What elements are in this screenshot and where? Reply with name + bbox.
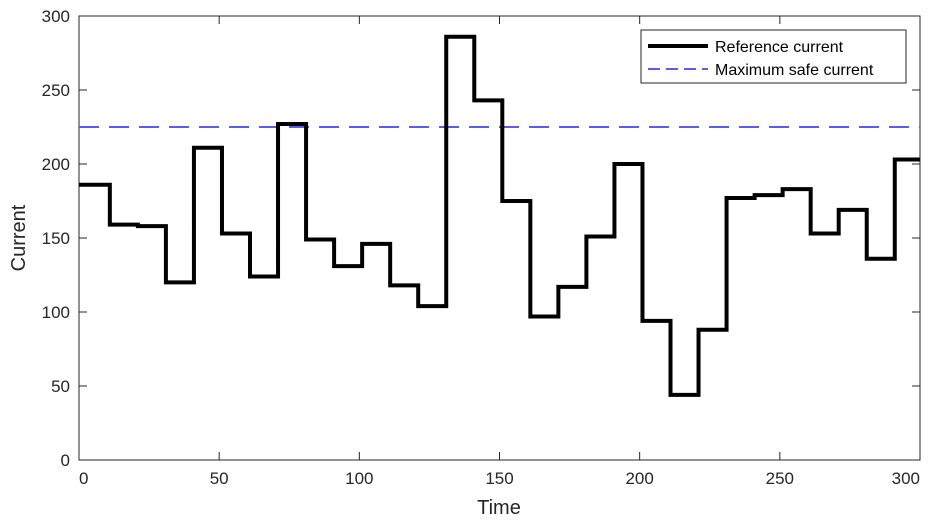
y-tick-label: 150: [42, 229, 70, 248]
legend-box: [640, 29, 907, 84]
y-axis-ticks: 0 50 100 150 200 250 300: [42, 7, 920, 470]
x-tick-label: 200: [625, 469, 653, 488]
legend: Reference current Maximum safe current: [640, 29, 907, 84]
y-tick-label: 250: [42, 81, 70, 100]
x-tick-label: 150: [485, 469, 513, 488]
y-tick-label: 200: [42, 155, 70, 174]
y-axis-label: Current: [8, 204, 30, 271]
series-line-reference-current: [79, 34, 920, 397]
y-tick-label: 100: [42, 303, 70, 322]
x-tick-label: 0: [79, 469, 88, 488]
series-layer: [79, 34, 920, 397]
x-tick-label: 50: [210, 469, 229, 488]
legend-label-reference-current: Reference current: [715, 39, 844, 56]
y-tick-label: 300: [42, 7, 70, 26]
x-axis-ticks: 0 50 100 150 200 250 300: [78, 16, 921, 488]
x-tick-label: 250: [766, 469, 794, 488]
y-tick-label: 50: [51, 377, 70, 396]
legend-label-maximum-safe-current: Maximum safe current: [715, 62, 874, 79]
x-tick-label: 300: [892, 469, 920, 488]
y-tick-label: 0: [61, 451, 70, 470]
x-axis-label: Time: [477, 497, 521, 519]
x-tick-label: 100: [345, 469, 373, 488]
plot-area: [78, 15, 921, 461]
